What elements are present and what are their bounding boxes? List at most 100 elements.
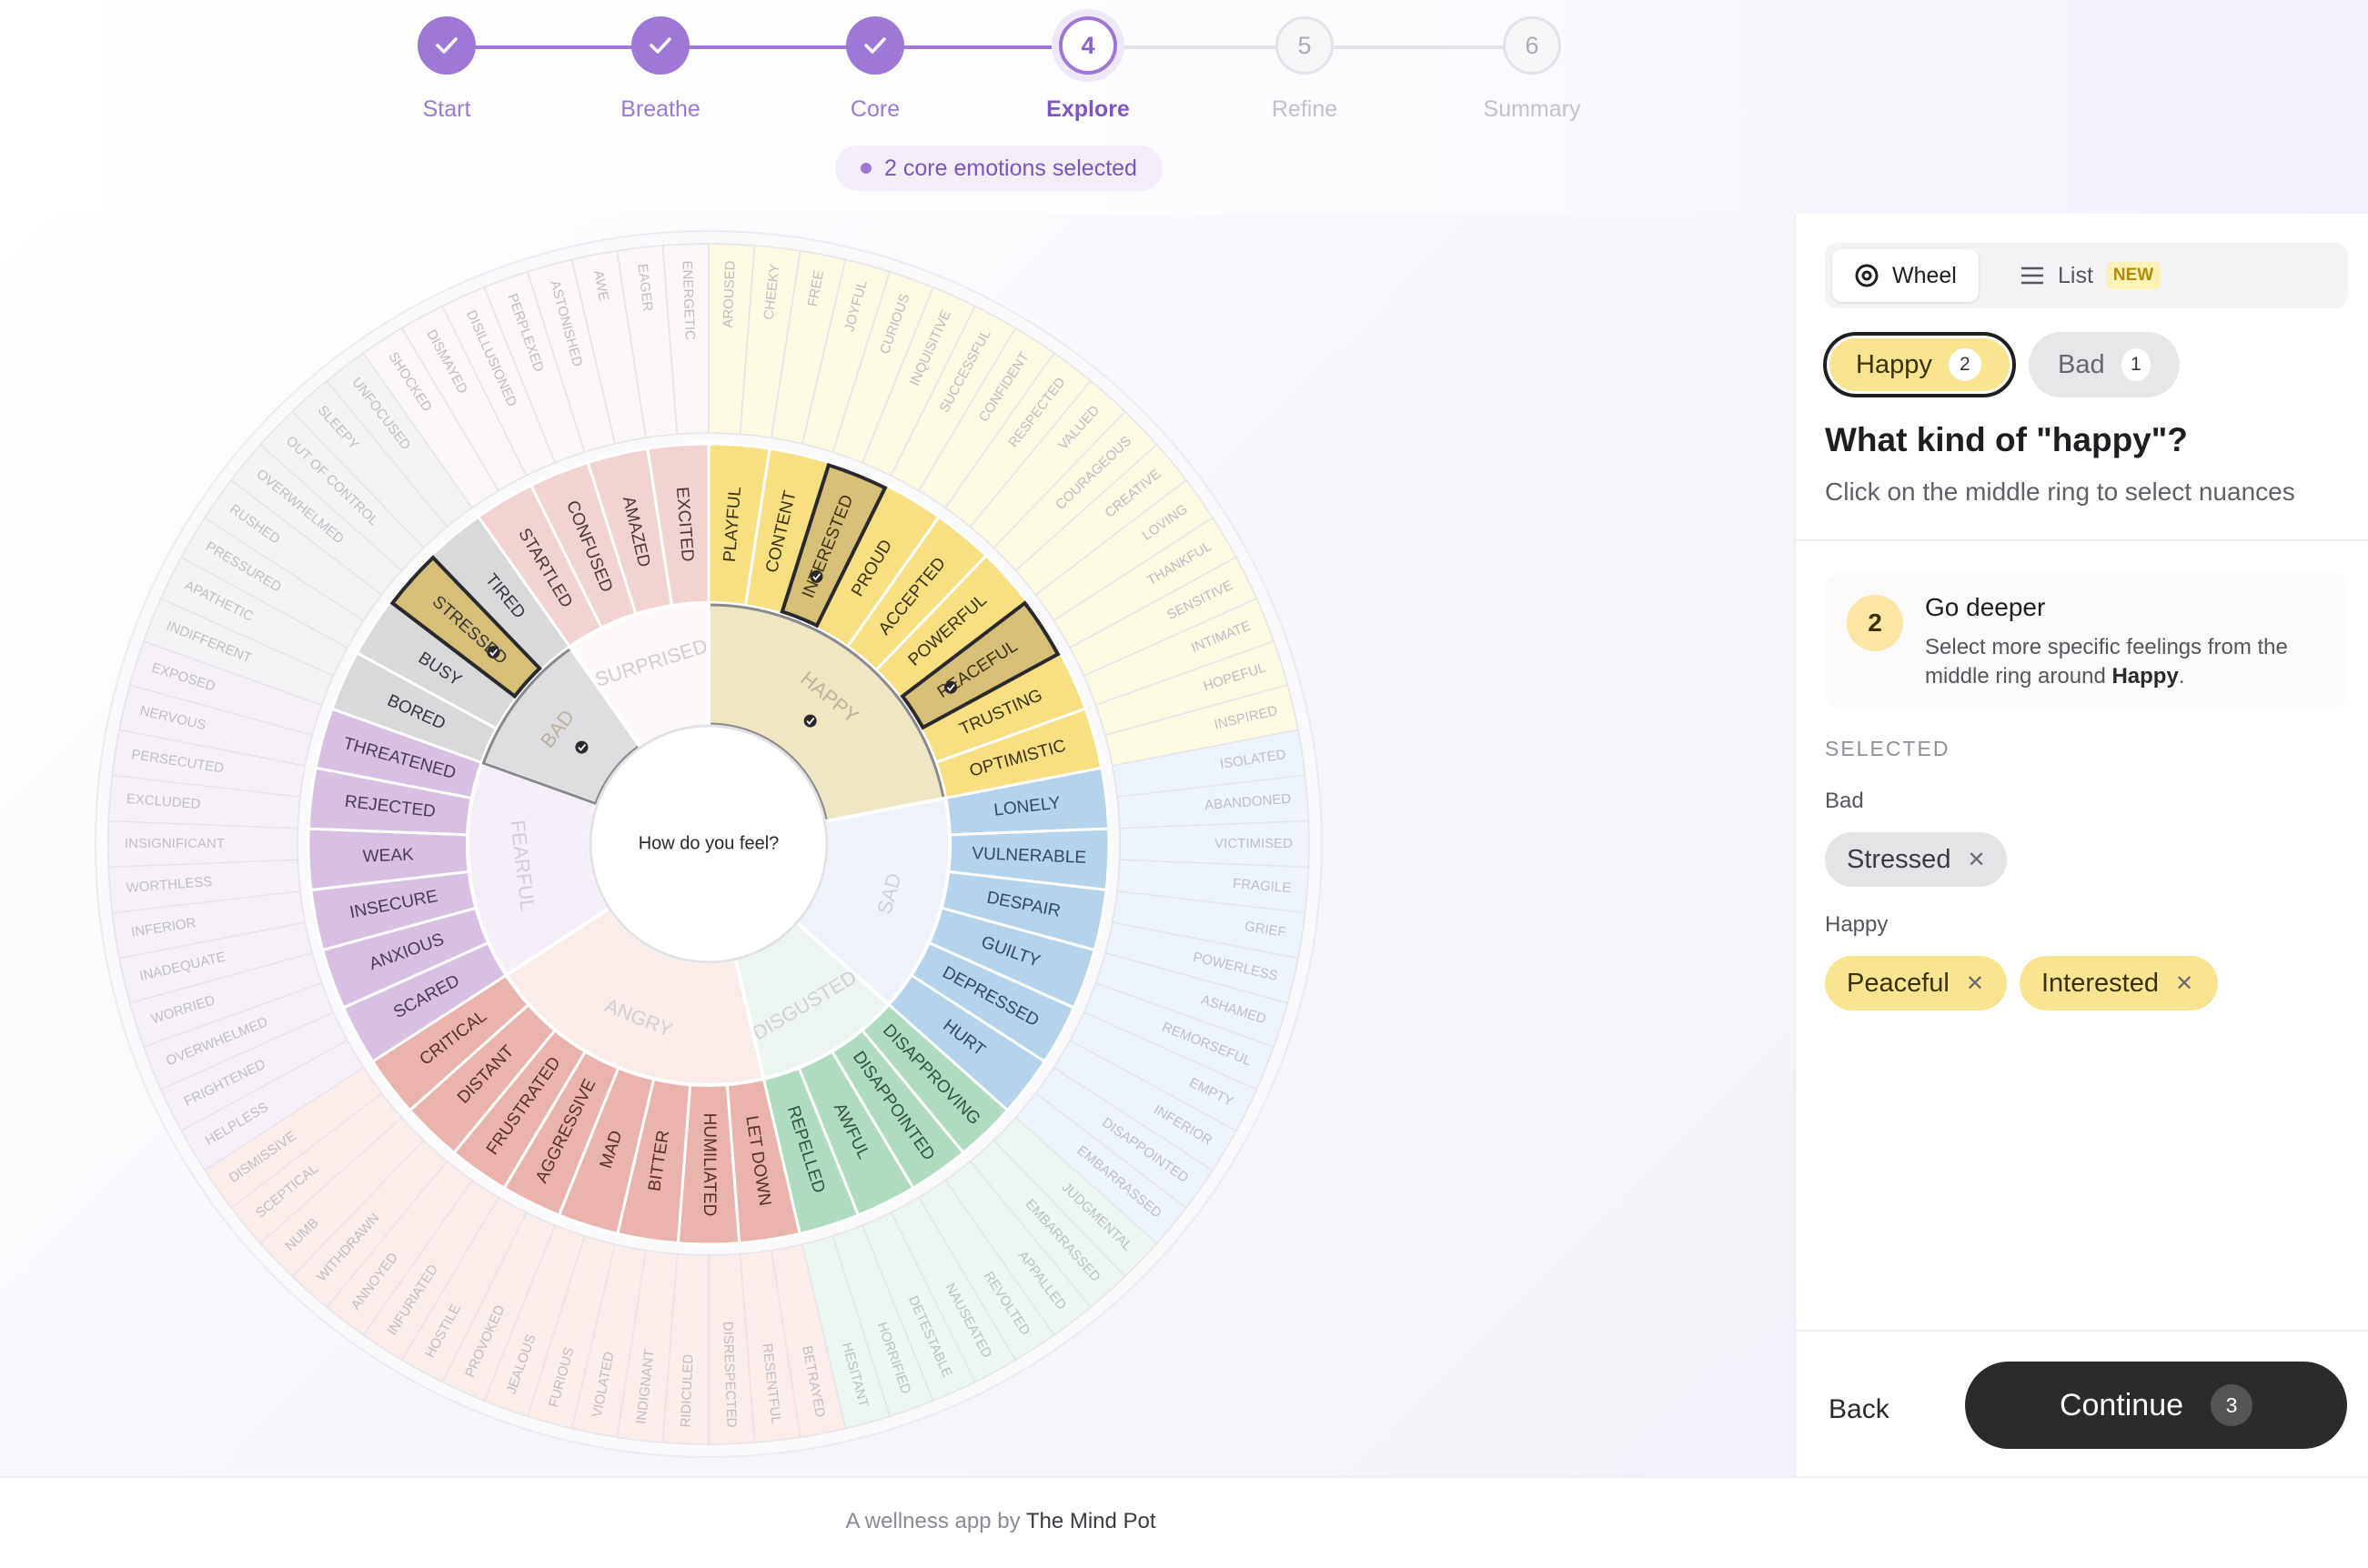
selected-peaceful[interactable] [900,600,1061,730]
outer-ashamed[interactable]: ASHAMED [1094,951,1289,1049]
middle-content[interactable]: CONTENT [743,447,831,617]
outer-grief[interactable]: GRIEF [1111,890,1306,960]
chip-interested[interactable]: Interested ✕ [2020,956,2218,1010]
remove-icon[interactable]: ✕ [1965,970,1984,996]
outer-betrayed[interactable]: BETRAYED [771,1243,847,1439]
badge-text: 2 core emotions selected [884,155,1137,181]
outer-violated[interactable]: VIOLATED [570,1243,647,1439]
outer-label: EAGER [634,263,655,312]
middle-insecure[interactable]: INSECURE [309,869,479,952]
outer-victimised[interactable]: VICTIMISED [1118,819,1310,869]
core-emotions-badge: 2 core emotions selected [835,146,1163,191]
chip-peaceful[interactable]: Peaceful ✕ [1825,956,2007,1010]
step-start[interactable]: Start [374,16,519,123]
tab-bad-count: 1 [2121,348,2151,381]
outer-exposed[interactable]: EXPOSED [128,639,323,737]
outer-appalled[interactable]: APPALLED [943,1160,1092,1336]
outer-fragile[interactable]: FRAGILE [1116,859,1310,914]
outer-empty[interactable]: EMPTY [1069,1010,1258,1132]
stepper-track [447,45,1532,49]
outer-jealous[interactable]: JEALOUS [483,1224,586,1418]
step-core[interactable]: Core [802,16,948,123]
selected-interested[interactable] [780,462,888,628]
remove-icon[interactable]: ✕ [1967,847,1986,872]
step-number: 4 [1059,16,1117,75]
outer-worried[interactable]: WORRIED [128,951,323,1049]
outer-revolted[interactable]: REVOLTED [917,1179,1055,1362]
outer-label: RIDICULED [678,1353,696,1428]
back-button[interactable]: Back [1829,1394,1889,1424]
core-surprised[interactable]: STARTLEDSHOCKEDDISMAYEDCONFUSEDDISILLUSI… [362,243,710,750]
step-label: Start [422,96,471,122]
outer-label: AWE [590,269,611,302]
core-sad[interactable]: LONELYISOLATEDABANDONEDVULNERABLEVICTIMI… [794,729,1310,1245]
group-bad-label: Bad [1825,789,1864,813]
outer-inferior[interactable]: INFERIOR [1053,1039,1237,1171]
step-breathe[interactable]: Breathe [588,16,733,123]
middle-humiliated[interactable]: HUMILIATED [676,1082,741,1246]
tab-bad-label: Bad [2058,349,2105,379]
outer-label: CHEEKY [761,263,783,320]
outer-worthless[interactable]: WORTHLESS [107,859,301,914]
selected-outline [900,600,1061,730]
outer-numb[interactable]: NUMB [259,1116,425,1278]
outer-hopeful[interactable]: HOPEFUL [1094,639,1289,737]
outer-nauseated[interactable]: NAUSEATED [890,1196,1017,1383]
selected-outline [780,462,888,628]
go-deeper-card: 2 Go deeper Select more specific feeling… [1825,573,2347,708]
step-explore[interactable]: 4 Explore [1015,16,1161,123]
outer-eager[interactable]: EAGER [616,245,679,439]
outer-joyful[interactable]: JOYFUL [801,258,892,454]
middle-vulnerable[interactable]: VULNERABLE [946,827,1111,892]
selected-stressed[interactable] [389,555,542,699]
core-disgusted[interactable]: DISAPPROVINGJUDGMENTALEMBARRASSEDDISAPPO… [733,920,1158,1430]
remove-icon[interactable]: ✕ [2174,970,2194,996]
wheel-area: PLAYFUL AROUSED CHEEKY CONTENT FREE JOYFUL INT… [0,214,1794,1476]
view-list-label: List [2058,262,2093,288]
continue-label: Continue [2059,1387,2184,1422]
middle-threatened[interactable]: THREATENED [314,707,484,800]
middle-label: WEAK [362,845,414,866]
view-list-button[interactable]: List NEW [1998,249,2182,302]
outer-hostile[interactable]: HOSTILE [400,1196,528,1383]
continue-button[interactable]: Continue 3 [1965,1362,2347,1449]
footer-text: A wellness app by The Mind Pot [845,1509,1156,1533]
step-number: 6 [1503,16,1561,75]
outer-insignificant[interactable]: INSIGNIFICANT [107,819,299,869]
middle-despair[interactable]: DESPAIR [939,869,1108,952]
continue-count: 3 [2211,1384,2253,1426]
tab-happy-label: Happy [1856,349,1932,379]
outer-curious[interactable]: CURIOUS [831,270,934,464]
check-icon [487,646,500,659]
outer-inspired[interactable]: INSPIRED [1103,684,1299,767]
center-label: How do you feel? [639,833,780,853]
chip-stressed[interactable]: Stressed ✕ [1825,832,2007,887]
middle-let-down[interactable]: LET DOWN [725,1077,802,1245]
view-wheel-button[interactable]: Wheel [1832,249,1979,302]
step-number: 5 [1275,16,1334,75]
outer-persecuted[interactable]: PERSECUTED [111,729,307,798]
check-icon [846,16,904,75]
check-icon [575,740,589,754]
tab-bad[interactable]: Bad 1 [2029,332,2180,397]
middle-awful[interactable]: AWFUL [797,1049,915,1218]
middle-playful[interactable]: PLAYFUL [707,442,771,608]
outer-disrespected[interactable]: DISRESPECTED [708,1252,756,1445]
side-panel: Wheel List NEW Happy 2 Bad 1 What kind o… [1794,214,2368,1476]
question-subtitle: Click on the middle ring to select nuanc… [1825,477,2295,506]
core-angry[interactable]: LET DOWNBETRAYEDRESENTFULHUMILIATEDDISRE… [203,905,847,1445]
selected-heading: SELECTED [1825,737,1950,760]
step-label: Explore [1046,96,1130,122]
core-bad[interactable]: BOREDINDIFFERENTAPATHETICBUSYPRESSUREDRU… [142,352,643,807]
outer-segment[interactable] [661,243,710,436]
outer-label: GRIEF [1244,919,1287,940]
group-happy-label: Happy [1825,912,1889,937]
divider [1796,1330,2368,1332]
outer-energetic[interactable]: ENERGETIC [661,243,710,436]
step-refine: 5 Refine [1232,16,1377,123]
tab-happy[interactable]: Happy 2 [1823,332,2016,397]
outer-free[interactable]: FREE [771,249,847,445]
outer-cheeky[interactable]: CHEEKY [739,245,801,439]
